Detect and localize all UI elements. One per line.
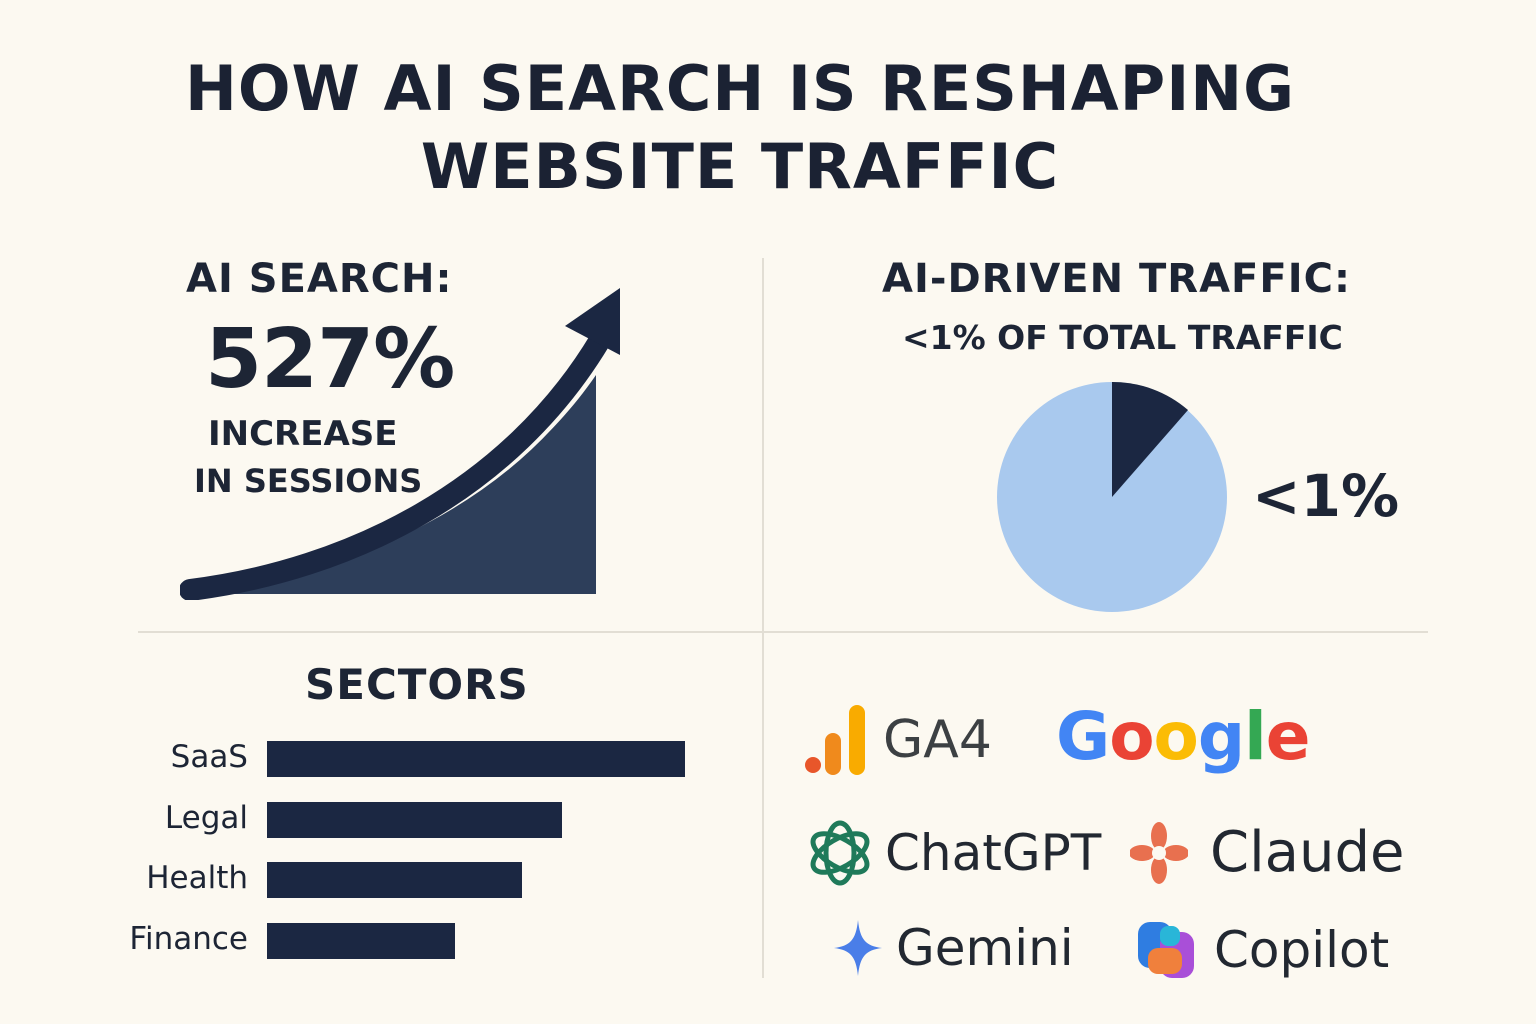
ga4-text: GA4 <box>883 710 992 770</box>
copilot-logo: Copilot <box>1134 918 1389 982</box>
ai-search-sub-line-2: IN SESSIONS <box>194 462 423 500</box>
sector-bar-legal <box>267 801 562 838</box>
sector-label: Finance <box>129 920 248 957</box>
gemini-text: Gemini <box>896 919 1074 977</box>
sector-row-saas: SaaS <box>0 739 1536 779</box>
sector-bar-finance <box>267 922 456 959</box>
google-letter-2: o <box>1109 698 1154 775</box>
claude-icon <box>1130 821 1188 884</box>
pie-value-label: <1% <box>1252 462 1400 530</box>
traffic-pie-chart <box>997 381 1227 612</box>
sector-row-legal: Legal <box>0 799 1536 840</box>
sector-row-finance: Finance <box>0 920 1536 961</box>
ai-search-sub-line-1: INCREASE <box>208 414 398 454</box>
title-line-1: HOW AI SEARCH IS RESHAPING <box>184 52 1296 125</box>
horizontal-divider <box>138 631 1428 633</box>
gemini-icon <box>834 920 882 976</box>
page-title: HOW AI SEARCH IS RESHAPING WEBSITE TRAFF… <box>0 50 1480 206</box>
copilot-text: Copilot <box>1214 921 1390 979</box>
claude-text: Claude <box>1210 820 1405 885</box>
growth-arrow-graphic <box>180 288 620 600</box>
sector-row-health: Health <box>0 860 1536 900</box>
sector-label: SaaS <box>170 739 248 775</box>
ga4-logo: GA4 <box>803 705 992 775</box>
sector-label: Health <box>146 860 248 896</box>
google-letter-6: e <box>1265 698 1311 775</box>
google-letter-4: g <box>1197 698 1245 775</box>
sector-bar-health <box>267 862 522 898</box>
pie-slice-ai <box>1112 381 1188 497</box>
ai-traffic-subtitle: <1% OF TOTAL TRAFFIC <box>902 318 1343 357</box>
gemini-logo: Gemini <box>832 918 1074 978</box>
chatgpt-logo: ChatGPT <box>805 818 1101 888</box>
sector-bar-saas <box>267 741 685 777</box>
google-letter-3: o <box>1153 698 1199 775</box>
arrow-head-icon <box>565 288 620 355</box>
google-letter-1: G <box>1056 698 1110 775</box>
sectors-chart-title: SECTORS <box>305 660 529 709</box>
growth-arrow-line <box>180 329 611 600</box>
chatgpt-icon <box>810 820 870 886</box>
vertical-divider <box>762 258 764 978</box>
ga4-icon <box>805 705 865 775</box>
copilot-icon <box>1138 922 1194 978</box>
ai-traffic-label: AI-DRIVEN TRAFFIC: <box>882 256 1351 302</box>
ai-search-label: AI SEARCH: <box>186 256 453 302</box>
growth-area <box>192 375 596 594</box>
ai-search-increase-value: 527% <box>205 312 455 407</box>
title-line-2: WEBSITE TRAFFIC <box>420 130 1060 203</box>
google-letter-5: l <box>1244 698 1267 775</box>
google-logo: G o o g l e <box>1056 698 1311 775</box>
claude-logo: Claude <box>1130 820 1404 885</box>
sector-label: Legal <box>164 799 248 836</box>
chatgpt-text: ChatGPT <box>885 824 1102 882</box>
